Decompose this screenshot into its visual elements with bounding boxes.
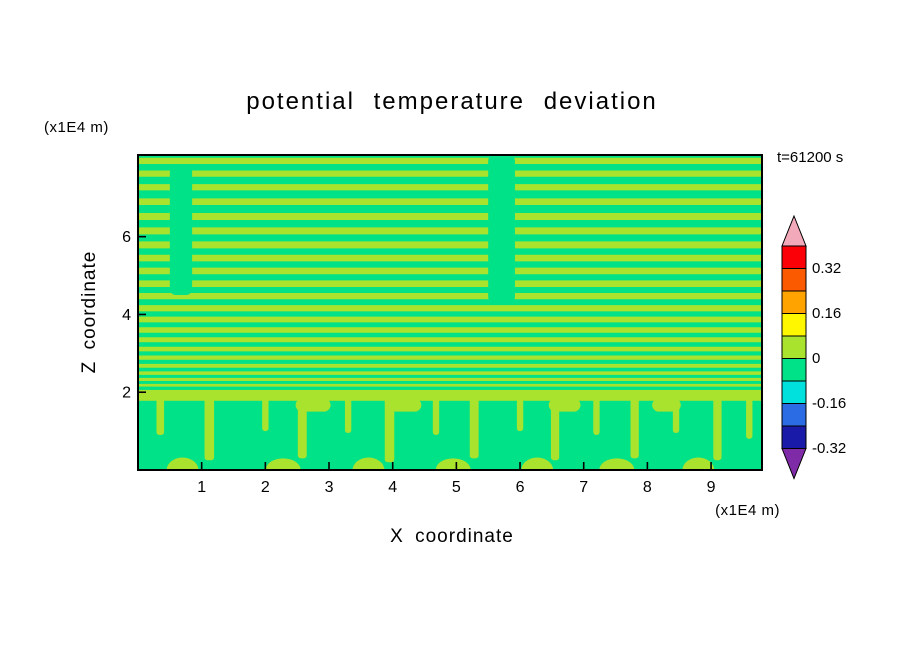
- surface-blob: [265, 458, 301, 470]
- plume-curtain: [630, 394, 639, 459]
- wave-layer-stripe: [138, 184, 762, 191]
- colorbar-segment: [781, 290, 807, 314]
- colorbar-segment: [781, 425, 807, 449]
- time-annotation: t=61200 s: [777, 149, 844, 166]
- x-axis-units-label: (x1E4 m): [715, 502, 780, 519]
- surface-blob: [682, 457, 715, 470]
- wave-layer-stripe: [138, 157, 762, 164]
- z-tick-label: 6: [122, 229, 131, 246]
- z-tick-label: 4: [122, 307, 131, 324]
- colorbar: [781, 215, 807, 480]
- colorbar-segment: [781, 313, 807, 337]
- plume-curtain: [432, 394, 440, 435]
- plume-curtain: [204, 394, 215, 461]
- colorbar-segment: [781, 268, 807, 292]
- plume-curtain: [516, 394, 524, 432]
- field-background: [138, 155, 762, 470]
- wave-layer-stripe: [138, 316, 762, 323]
- x-tick-label: 5: [452, 479, 461, 496]
- plume-curtain: [550, 394, 560, 461]
- plume-cap: [389, 398, 422, 412]
- x-tick-label: 2: [261, 479, 270, 496]
- wave-layer-stripe: [138, 346, 762, 352]
- surface-blob: [352, 457, 385, 470]
- wave-layer-stripe: [138, 241, 762, 249]
- wave-layer-stripe: [138, 305, 762, 312]
- plume-curtain: [746, 394, 753, 439]
- surface-blob: [521, 457, 554, 470]
- wave-layer-stripe: [138, 267, 762, 275]
- colorbar-segment: [781, 245, 807, 269]
- colorbar-label-3: 0: [812, 350, 821, 367]
- wave-layer-stripe: [138, 371, 762, 375]
- colorbar-label-5: -0.32: [812, 440, 847, 457]
- wave-layer-stripe: [138, 327, 762, 333]
- plot-frame: [137, 154, 763, 471]
- wave-layer-stripe: [138, 227, 762, 235]
- boundary-band: [138, 389, 762, 401]
- plume-curtain: [672, 394, 680, 434]
- wave-layer-stripe: [138, 170, 762, 177]
- x-tick-label: 9: [707, 479, 716, 496]
- contour-field: [138, 155, 762, 470]
- z-axis-title: Z coordinate: [79, 250, 100, 374]
- plume-curtain: [262, 394, 269, 432]
- colorbar-label-4: -0.16: [812, 395, 847, 412]
- plume-curtain: [156, 394, 165, 435]
- colorbar-label-1: 0.32: [812, 260, 842, 277]
- wave-layer-stripe: [138, 377, 762, 381]
- colorbar-segment: [781, 403, 807, 427]
- colorbar-bottom-arrow: [781, 448, 807, 480]
- wave-layer-stripe: [138, 280, 762, 288]
- colorbar-segment: [781, 358, 807, 382]
- surface-blob: [166, 457, 199, 470]
- wave-layer-stripe: [138, 363, 762, 368]
- surface-blob: [599, 458, 635, 470]
- contour-plot: 1 2 3 4 5 6 7 8 9 2 4 6: [122, 154, 763, 496]
- wave-layer-stripe: [138, 355, 762, 360]
- wave-layer-stripe: [138, 254, 762, 262]
- wave-layer-break: [169, 166, 193, 295]
- plume-curtain: [297, 394, 307, 459]
- surface-blob: [435, 458, 471, 470]
- wave-layer-stripe: [138, 198, 762, 205]
- wave-layer-stripe: [138, 383, 762, 387]
- plume-curtain: [384, 394, 395, 463]
- x-tick-label: 6: [516, 479, 525, 496]
- wave-layer-stripe: [138, 212, 762, 220]
- x-tick-label: 4: [388, 479, 397, 496]
- z-tick-label: 2: [122, 385, 131, 402]
- wave-layer-stripe: [138, 293, 762, 300]
- wave-layer-break: [488, 155, 515, 303]
- wave-layer-stripe: [138, 337, 762, 343]
- plume-curtain: [344, 394, 352, 434]
- z-axis-units-label: (x1E4 m): [44, 119, 109, 136]
- plume-curtain: [593, 394, 600, 435]
- plume-curtain: [713, 394, 722, 461]
- plume-curtain: [469, 394, 479, 459]
- colorbar-label-2: 0.16: [812, 305, 842, 322]
- plot-title: potential temperature deviation: [246, 88, 658, 115]
- x-tick-label: 3: [325, 479, 334, 496]
- x-tick-label: 7: [579, 479, 588, 496]
- x-tick-label: 1: [197, 479, 206, 496]
- colorbar-top-arrow: [781, 215, 807, 247]
- colorbar-segment: [781, 335, 807, 359]
- colorbar-segment: [781, 380, 807, 404]
- x-tick-label: 8: [643, 479, 652, 496]
- x-axis-title: X coordinate: [390, 526, 514, 547]
